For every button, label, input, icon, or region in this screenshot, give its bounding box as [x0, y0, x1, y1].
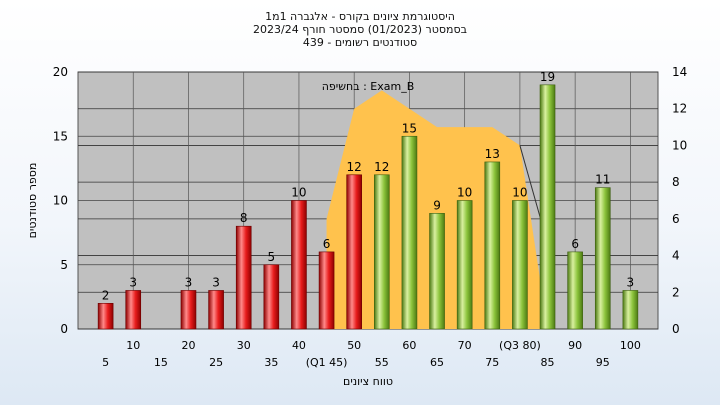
- bar-value-label: 10: [512, 186, 527, 200]
- bar-value-label: 10: [457, 186, 472, 200]
- bar-20: [180, 290, 197, 330]
- bar-10: [125, 290, 142, 330]
- bar-90: [567, 251, 583, 330]
- y2-tick-label: 6: [672, 212, 680, 226]
- x-tick-label-upper: 20: [181, 339, 195, 352]
- bar-value-label: 9: [433, 198, 441, 212]
- bar-value-label: 2: [102, 288, 110, 302]
- x-tick-label-lower: 65: [430, 356, 444, 369]
- y2-tick-label: 2: [672, 285, 680, 299]
- y2-tick-label: 4: [672, 249, 680, 263]
- bar-value-label: 11: [595, 173, 610, 187]
- bar-95: [594, 187, 611, 330]
- y-tick-label: 10: [53, 194, 68, 208]
- bar-value-label: 8: [240, 211, 248, 225]
- bar-70: [456, 200, 473, 330]
- y2-tick-label: 14: [672, 65, 687, 79]
- x-tick-label-lower: 75: [485, 356, 499, 369]
- x-tick-label-lower: 55: [375, 356, 389, 369]
- x-tick-label-upper: 30: [237, 339, 251, 352]
- x-tick-label-lower: 95: [596, 356, 610, 369]
- x-tick-label-lower: 35: [264, 356, 278, 369]
- bar-45: [318, 251, 335, 330]
- bar-value-label: 6: [323, 237, 331, 251]
- bar-value-label: 3: [185, 275, 193, 289]
- y-tick-label: 0: [60, 322, 68, 336]
- y-tick-label: 5: [60, 258, 68, 272]
- bar-5: [97, 302, 114, 330]
- bar-40: [291, 200, 307, 330]
- x-tick-label-upper: 70: [458, 339, 472, 352]
- bar-value-label: 3: [129, 275, 137, 289]
- bar-75: [484, 161, 501, 330]
- y2-tick-label: 12: [672, 102, 687, 116]
- bar-value-label: 19: [540, 70, 555, 84]
- x-tick-label-lower: 85: [541, 356, 555, 369]
- chart-title-line-1: היסטוגרמת ציונים בקורס - אלגברה 1מ1: [265, 10, 455, 23]
- bar-value-label: 3: [212, 275, 220, 289]
- bar-value-label: 5: [268, 250, 276, 264]
- chart-title-line-3: סטודנטים רשומים - 439: [302, 36, 418, 49]
- y2-tick-label: 10: [672, 138, 687, 152]
- x-tick-label-upper: 50: [347, 339, 361, 352]
- x-tick-label-upper: 60: [402, 339, 416, 352]
- bar-value-label: 10: [291, 186, 306, 200]
- x-tick-label-lower: 25: [209, 356, 223, 369]
- x-tick-label-upper: 40: [292, 339, 306, 352]
- x-tick-label-lower: 5: [102, 356, 109, 369]
- chart-title-line-2: בסמסטר (01/2023) סמסטר חורף 2023/24: [253, 23, 467, 36]
- x-tick-label-upper: (Q3 80): [499, 339, 541, 352]
- y-axis-title: מספר סטודנטים: [26, 163, 39, 239]
- bar-50: [346, 174, 362, 330]
- x-tick-label-upper: 10: [126, 339, 140, 352]
- bar-value-label: 3: [627, 275, 635, 289]
- bar-85: [539, 84, 556, 330]
- bar-35: [263, 264, 280, 330]
- x-axis-title: טווח ציונים: [343, 375, 393, 388]
- x-tick-label-upper: 90: [568, 339, 582, 352]
- bar-value-label: 13: [485, 147, 500, 161]
- bar-30: [235, 225, 252, 330]
- bar-80: [512, 200, 528, 330]
- y-tick-label: 20: [53, 65, 68, 79]
- x-tick-label-lower: (Q1 45): [306, 356, 348, 369]
- bar-value-label: 12: [347, 160, 362, 174]
- x-tick-label-upper: 100: [620, 339, 641, 352]
- bar-25: [208, 290, 224, 330]
- bar-65: [429, 213, 445, 330]
- bar-55: [374, 174, 390, 330]
- x-tick-label-lower: 15: [154, 356, 168, 369]
- bar-value-label: 12: [374, 160, 389, 174]
- bar-60: [401, 135, 418, 330]
- bar-value-label: 15: [402, 121, 417, 135]
- y2-tick-label: 8: [672, 175, 680, 189]
- bar-100: [622, 290, 639, 330]
- y-tick-label: 15: [53, 129, 68, 143]
- overlay-label: בחשיפה : Exam_B: [322, 80, 415, 93]
- bar-value-label: 6: [571, 237, 579, 251]
- y2-tick-label: 0: [672, 322, 680, 336]
